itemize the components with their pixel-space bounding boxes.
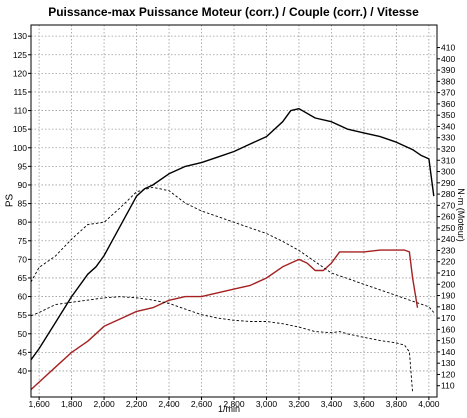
right-tick-label: 250 (441, 223, 455, 233)
right-tick-label: 210 (441, 268, 455, 278)
right-tick-label: 170 (441, 313, 455, 323)
left-tick-label: 40 (18, 366, 28, 376)
x-tick-label: 1,600 (28, 399, 50, 409)
grid-layer (31, 25, 437, 397)
x-tick-label: 2,000 (93, 399, 115, 409)
x-tick-label: 3,800 (386, 399, 408, 409)
left-tick-label: 80 (18, 217, 28, 227)
left-tick-label: 105 (13, 124, 27, 134)
left-tick-label: 125 (13, 50, 27, 60)
left-tick-label: 50 (18, 329, 28, 339)
series-line-2 (30, 249, 419, 391)
x-tick-label: 2,600 (191, 399, 213, 409)
left-tick-label: 120 (13, 68, 27, 78)
right-tick-label: 320 (441, 144, 455, 154)
right-tick-label: 260 (441, 212, 455, 222)
left-tick-label: 70 (18, 254, 28, 264)
left-tick-label: 45 (18, 347, 28, 357)
right-tick-label: 200 (441, 279, 455, 289)
series-line-3 (30, 186, 435, 313)
right-tick-label: 130 (441, 358, 455, 368)
x-tick-label: 4,000 (418, 399, 440, 409)
x-tick-label: 2,200 (126, 399, 148, 409)
right-tick-label: 150 (441, 336, 455, 346)
right-tick-label: 310 (441, 155, 455, 165)
right-tick-label: 350 (441, 110, 455, 120)
right-tick-label: 400 (441, 54, 455, 64)
x-tick-label: 3,600 (353, 399, 375, 409)
right-tick-label: 120 (441, 369, 455, 379)
right-tick-label: 110 (441, 381, 455, 391)
left-tick-label: 65 (18, 273, 28, 283)
right-tick-label: 360 (441, 99, 455, 109)
x-axis-label: 1/min (218, 404, 241, 414)
left-tick-label: 75 (18, 236, 28, 246)
series-layer (30, 107, 435, 393)
left-tick-label: 100 (13, 143, 27, 153)
left-tick-label: 55 (18, 310, 28, 320)
x-tick-label: 1,800 (61, 399, 83, 409)
x-tick-label: 3,400 (321, 399, 343, 409)
left-tick-label: 115 (13, 87, 27, 97)
x-tick-label: 2,800 (223, 399, 245, 409)
right-tick-label: 390 (441, 65, 455, 75)
left-tick-label: 60 (18, 292, 28, 302)
chart-title: Puissance-max Puissance Moteur (corr.) /… (48, 5, 419, 19)
x-tick-label: 3,000 (256, 399, 278, 409)
right-tick-label: 330 (441, 133, 455, 143)
x-tick-label: 3,200 (288, 399, 310, 409)
right-tick-label: 190 (441, 291, 455, 301)
x-tick-label: 2,400 (158, 399, 180, 409)
right-tick-label: 410 (441, 43, 455, 53)
right-tick-label: 220 (441, 257, 455, 267)
right-tick-label: 140 (441, 347, 455, 357)
left-tick-label: 90 (18, 180, 28, 190)
series-line-4 (30, 296, 414, 393)
left-tick-label: 95 (18, 161, 28, 171)
right-tick-label: 290 (441, 178, 455, 188)
left-tick-label: 110 (13, 106, 27, 116)
right-tick-label: 270 (441, 200, 455, 210)
right-tick-label: 240 (441, 234, 455, 244)
right-tick-label: 180 (441, 302, 455, 312)
series-line-1 (30, 107, 435, 361)
right-tick-label: 370 (441, 88, 455, 98)
left-tick-label: 85 (18, 199, 28, 209)
left-tick-label: 130 (13, 31, 27, 41)
right-tick-label: 280 (441, 189, 455, 199)
tick-layer: 1,600 1,800 2,000 2,200 2,400 2,600 2,800 3,000… (13, 31, 456, 409)
right-tick-label: 300 (441, 167, 455, 177)
right-tick-label: 230 (441, 245, 455, 255)
right-tick-label: 380 (441, 76, 455, 86)
right-tick-label: 160 (441, 324, 455, 334)
right-tick-label: 340 (441, 121, 455, 131)
